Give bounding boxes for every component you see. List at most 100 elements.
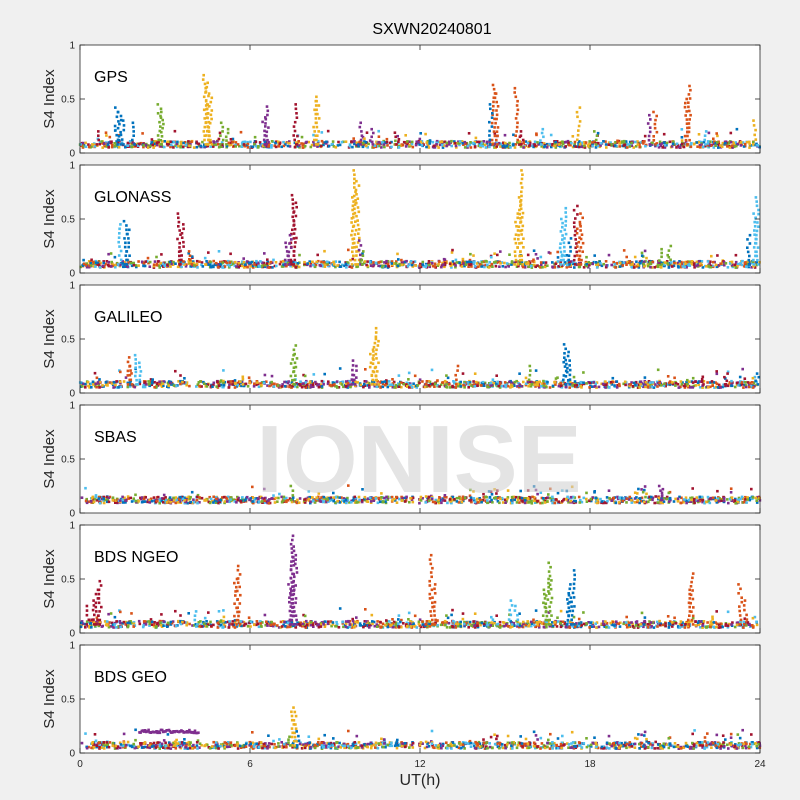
bg-point bbox=[752, 140, 755, 144]
bg-point bbox=[177, 380, 180, 383]
data-point bbox=[561, 238, 564, 241]
data-point bbox=[117, 139, 121, 142]
data-point bbox=[558, 246, 562, 250]
bg-point bbox=[638, 145, 641, 149]
bg-point bbox=[187, 142, 190, 146]
bg-point bbox=[266, 263, 269, 267]
bg-point bbox=[359, 383, 363, 387]
bg-point bbox=[698, 495, 702, 499]
bg-point bbox=[417, 141, 420, 144]
series-5 bbox=[187, 212, 585, 266]
data-point bbox=[261, 120, 264, 124]
data-point bbox=[496, 143, 499, 146]
bg-point bbox=[244, 143, 247, 146]
bg-point bbox=[152, 263, 156, 266]
data-point bbox=[757, 212, 760, 216]
bg-point bbox=[296, 141, 300, 145]
bg-point bbox=[643, 134, 647, 138]
data-point bbox=[126, 232, 129, 236]
bg-point bbox=[450, 139, 453, 143]
data-point bbox=[361, 263, 364, 266]
bg-point bbox=[255, 259, 258, 263]
bg-point bbox=[288, 384, 292, 387]
bg-point bbox=[355, 141, 359, 144]
data-point bbox=[370, 383, 374, 386]
series-1 bbox=[562, 343, 761, 386]
data-point bbox=[559, 250, 563, 254]
bg-point bbox=[518, 383, 521, 386]
data-point bbox=[753, 233, 756, 236]
data-point bbox=[561, 221, 564, 225]
bg-point bbox=[421, 497, 424, 500]
data-point bbox=[493, 126, 496, 129]
bg-point bbox=[715, 132, 718, 135]
data-point bbox=[725, 379, 729, 383]
bg-point bbox=[679, 385, 682, 389]
data-point bbox=[126, 383, 130, 386]
bg-point bbox=[266, 260, 269, 264]
data-point bbox=[122, 219, 126, 223]
bg-point bbox=[263, 499, 266, 503]
bg-point bbox=[124, 376, 128, 379]
data-point bbox=[516, 212, 520, 215]
bg-point bbox=[740, 383, 744, 386]
data-point bbox=[207, 94, 210, 98]
bg-point bbox=[673, 376, 676, 380]
bg-point bbox=[363, 384, 367, 387]
bg-point bbox=[552, 498, 555, 502]
bg-point bbox=[554, 140, 557, 144]
bg-point bbox=[103, 144, 106, 148]
data-point bbox=[351, 242, 355, 245]
bg-point bbox=[628, 261, 631, 265]
series-4 bbox=[156, 103, 599, 146]
bg-point bbox=[80, 144, 83, 148]
bg-point bbox=[229, 380, 233, 383]
bg-point bbox=[365, 131, 369, 134]
bg-point bbox=[251, 485, 254, 489]
bg-point bbox=[180, 265, 183, 269]
bg-point bbox=[303, 501, 307, 504]
data-point bbox=[263, 134, 267, 137]
bg-point bbox=[609, 381, 613, 384]
bg-point bbox=[170, 498, 173, 501]
data-point bbox=[292, 237, 296, 240]
data-point bbox=[754, 241, 757, 245]
bg-point bbox=[161, 140, 164, 143]
data-point bbox=[204, 99, 208, 102]
bg-point bbox=[104, 131, 108, 134]
data-point bbox=[293, 138, 296, 142]
data-point bbox=[539, 139, 542, 142]
bg-point bbox=[200, 385, 203, 388]
data-point bbox=[225, 139, 228, 142]
data-point bbox=[684, 101, 687, 105]
bg-point bbox=[157, 140, 160, 144]
bg-point bbox=[582, 371, 585, 374]
bg-point bbox=[636, 386, 640, 389]
bg-point bbox=[501, 265, 505, 268]
bg-point bbox=[618, 384, 621, 388]
bg-point bbox=[754, 496, 758, 500]
bg-point bbox=[577, 142, 580, 145]
data-point bbox=[688, 138, 691, 142]
bg-point bbox=[678, 262, 682, 266]
bg-point bbox=[602, 262, 605, 266]
bg-point bbox=[110, 260, 113, 264]
bg-point bbox=[643, 265, 646, 268]
bg-point bbox=[402, 382, 406, 386]
data-point bbox=[133, 353, 137, 357]
bg-point bbox=[145, 260, 149, 263]
bg-point bbox=[708, 497, 711, 500]
bg-point bbox=[316, 139, 320, 143]
bg-point bbox=[178, 500, 182, 503]
data-point bbox=[356, 241, 360, 244]
bg-point bbox=[189, 265, 192, 268]
data-point bbox=[755, 200, 758, 203]
bg-point bbox=[253, 142, 256, 146]
bg-point bbox=[317, 259, 320, 263]
bg-point bbox=[622, 139, 626, 143]
bg-point bbox=[274, 141, 277, 145]
bg-point bbox=[102, 261, 105, 265]
bg-point bbox=[584, 141, 588, 144]
data-point bbox=[660, 263, 664, 266]
